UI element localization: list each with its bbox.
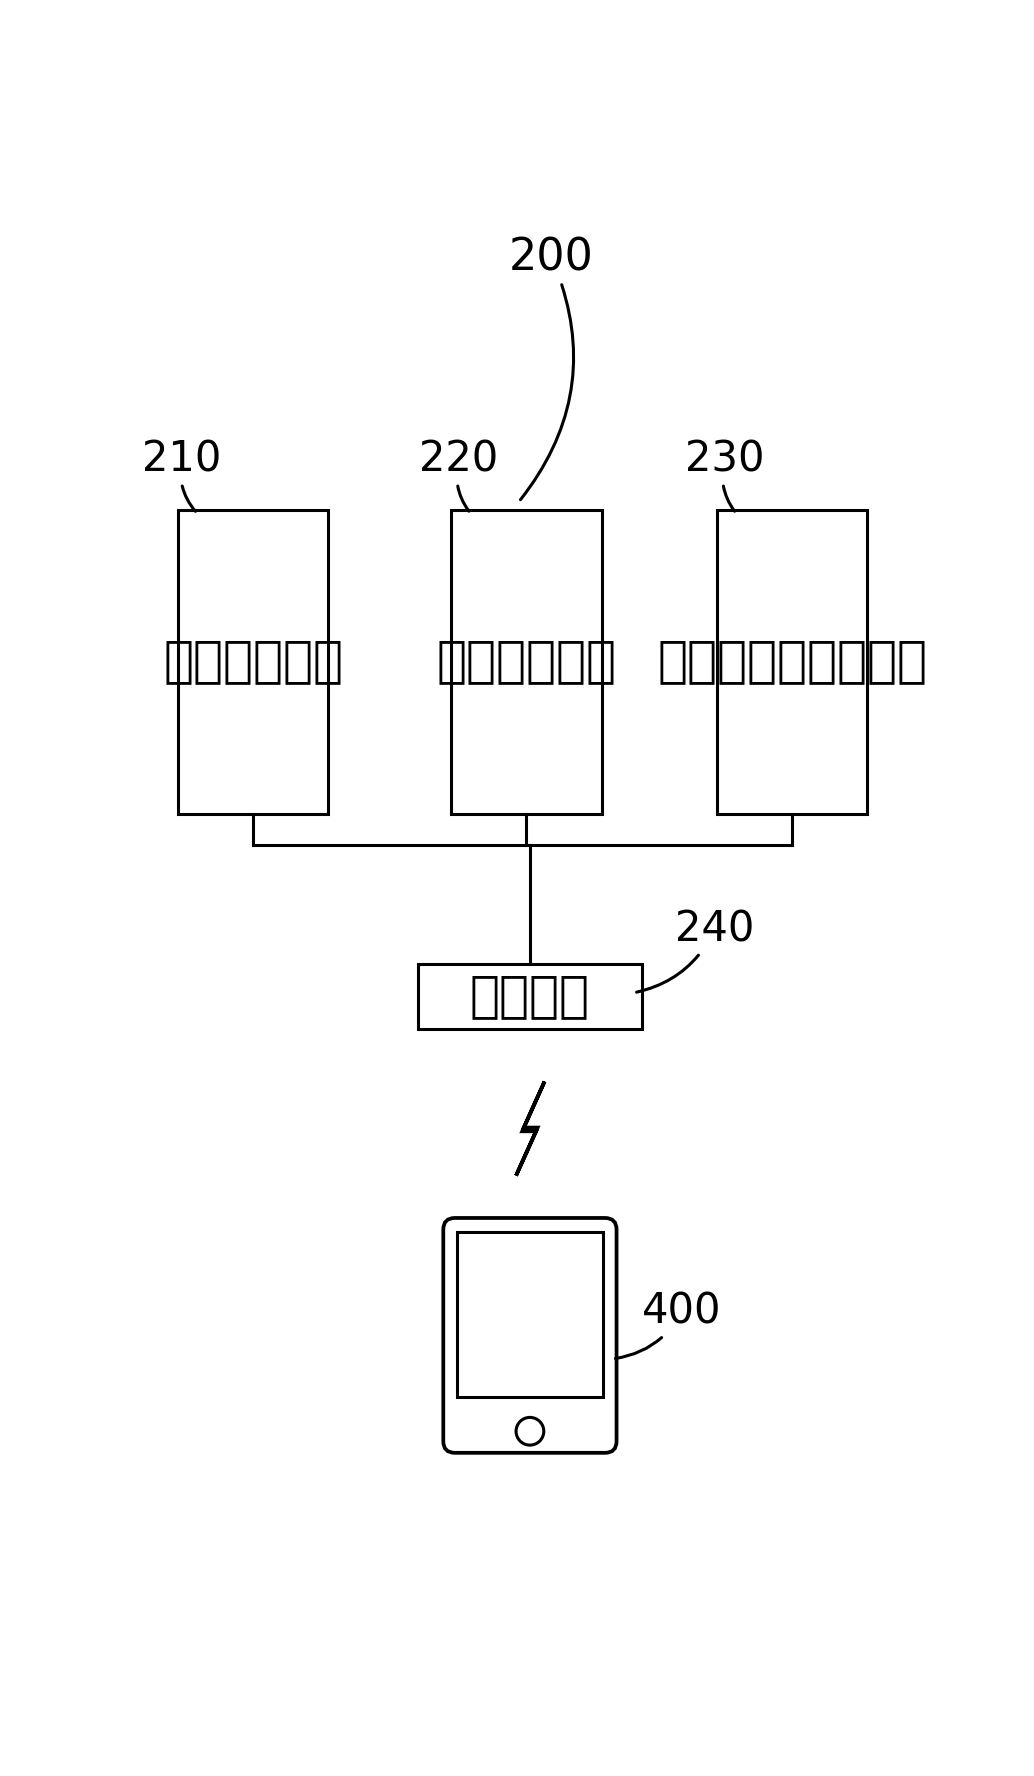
Bar (178, 510, 328, 813)
Text: 肌电传感模块: 肌电传感模块 (436, 638, 616, 686)
Text: 210: 210 (143, 439, 221, 511)
Text: 三轴加速度传感模块: 三轴加速度传感模块 (658, 638, 927, 686)
Bar (452, 510, 602, 813)
Text: 220: 220 (420, 439, 498, 511)
Bar (457, 1233, 603, 1396)
Text: 240: 240 (637, 908, 755, 993)
Circle shape (516, 1417, 544, 1446)
Text: 230: 230 (685, 439, 764, 511)
Text: 通讯模块: 通讯模块 (469, 973, 590, 1021)
Bar (419, 964, 641, 1030)
Text: 200: 200 (509, 236, 594, 499)
Text: 400: 400 (615, 1291, 722, 1359)
Text: 脑电传感模块: 脑电传感模块 (163, 638, 343, 686)
Bar (717, 510, 868, 813)
FancyBboxPatch shape (444, 1218, 616, 1453)
